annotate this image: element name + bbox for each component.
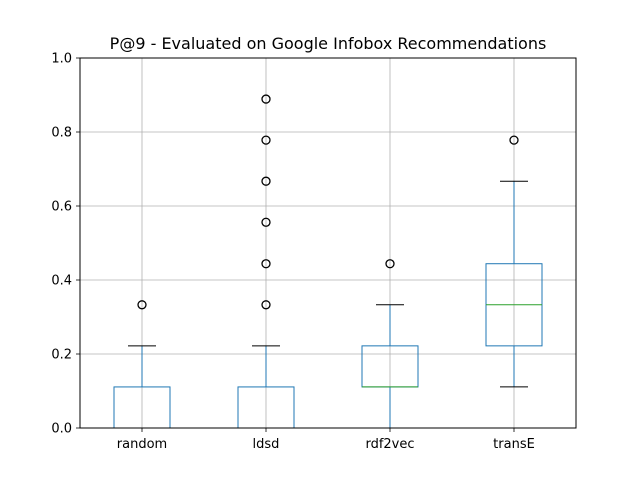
outlier-point xyxy=(385,259,395,269)
outlier-point xyxy=(137,300,147,310)
outlier-point xyxy=(261,300,271,310)
x-tick-label-transE: transE xyxy=(493,437,535,452)
x-tick-label-random: random xyxy=(117,437,167,452)
outlier-point xyxy=(261,176,271,186)
box-layer xyxy=(113,94,543,429)
outlier-point xyxy=(509,135,519,145)
outlier-point xyxy=(261,94,271,104)
y-tick-label: 0.4 xyxy=(51,274,72,289)
x-tick-label-rdf2vec: rdf2vec xyxy=(365,437,414,452)
plot-frame xyxy=(79,57,577,429)
outlier-point xyxy=(261,217,271,227)
grid-layer xyxy=(80,57,576,429)
outlier-point xyxy=(261,135,271,145)
box-transE xyxy=(485,135,543,388)
box-rdf2vec xyxy=(361,259,419,429)
chart-title: P@9 - Evaluated on Google Infobox Recomm… xyxy=(110,34,547,53)
y-tick-label: 0.6 xyxy=(51,200,72,215)
y-tick-label: 1.0 xyxy=(51,52,72,67)
y-tick-label: 0.8 xyxy=(51,126,72,141)
y-tick-label: 0.0 xyxy=(51,422,72,437)
outlier-point xyxy=(261,259,271,269)
axis-layer: 0.0 0.2 0.4 0.6 0.8 1.0 random ldsd rdf2vec trans… xyxy=(51,52,535,453)
y-tick-label: 0.2 xyxy=(51,348,72,363)
x-tick-label-ldsd: ldsd xyxy=(253,437,280,452)
